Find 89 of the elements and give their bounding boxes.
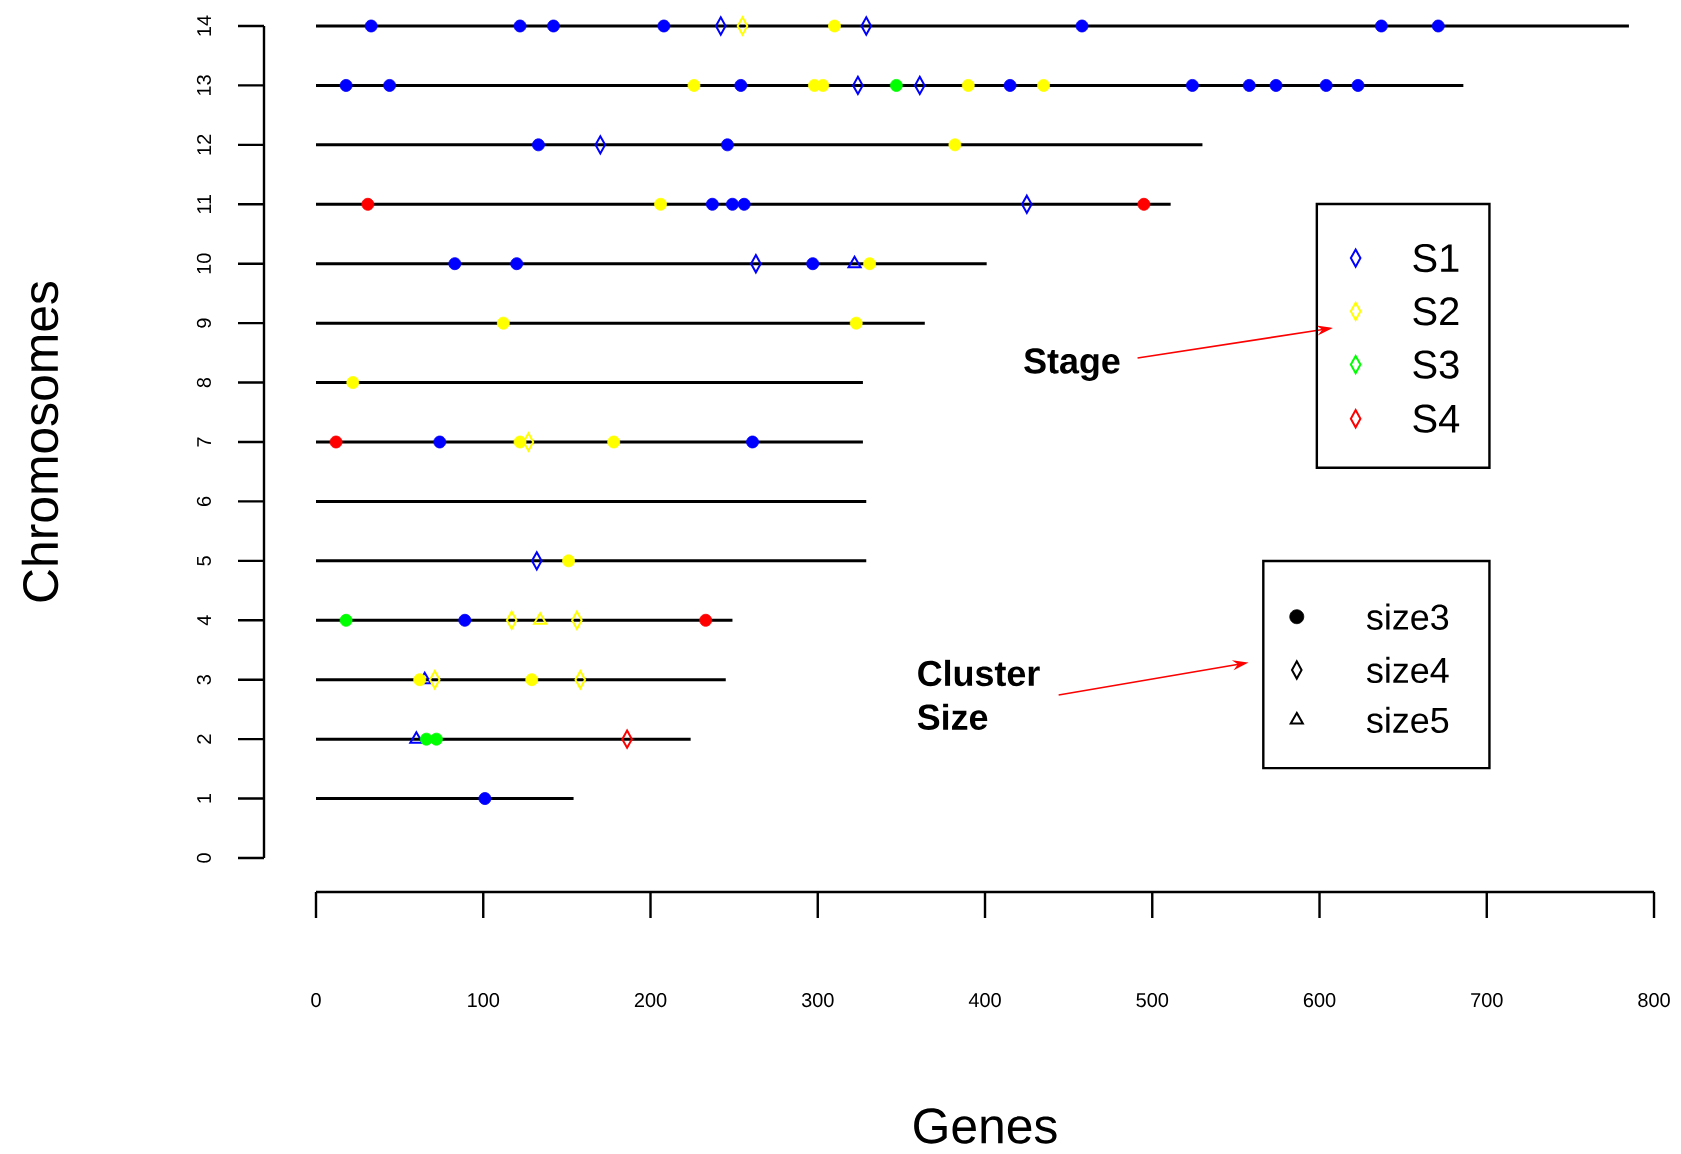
point: [1319, 79, 1333, 92]
point: [863, 257, 876, 271]
point: [346, 376, 360, 389]
point: [339, 79, 353, 92]
point: [361, 197, 375, 211]
point: [547, 19, 560, 33]
annotation: Cluster Size: [917, 659, 1040, 730]
point: [1075, 19, 1089, 33]
point: [562, 554, 575, 568]
legend-label: S1: [1413, 244, 1459, 273]
point: [1431, 19, 1445, 33]
point: [687, 79, 701, 92]
point: [1269, 79, 1283, 92]
point: [849, 316, 863, 330]
point: [329, 435, 343, 449]
point: [413, 673, 427, 687]
x-tick-label: 300: [801, 993, 834, 1008]
point: [448, 257, 462, 271]
point: [889, 79, 903, 92]
x-tick-label: 100: [468, 993, 500, 1008]
point: [533, 612, 548, 625]
point: [419, 732, 433, 746]
point: [657, 19, 671, 33]
point: [961, 79, 975, 92]
point: [607, 435, 621, 449]
annotation: size4: [1366, 656, 1449, 684]
point: [948, 138, 962, 152]
y-tick-label: 4: [197, 615, 211, 626]
x-tick-label: 500: [1136, 993, 1169, 1008]
y-tick-label: 13: [196, 75, 211, 95]
x-tick-label: 800: [1638, 993, 1670, 1008]
point: [1186, 79, 1199, 92]
point: [1351, 79, 1365, 92]
point: [364, 19, 378, 33]
point: [1375, 19, 1388, 33]
annotation: size3: [1366, 603, 1449, 630]
legend-label: S4: [1413, 404, 1460, 433]
point: [433, 435, 447, 449]
point: [510, 257, 524, 271]
y-tick-label: 8: [196, 377, 211, 388]
y-tick-label: 1: [197, 793, 211, 803]
y-tick-label: 7: [197, 437, 211, 447]
y-tick-label: 6: [196, 496, 211, 506]
point: [721, 138, 734, 152]
x-tick-label: 200: [634, 993, 667, 1008]
point: [1037, 79, 1050, 92]
point: [525, 673, 539, 687]
point: [513, 19, 527, 33]
annotation: S3: [1413, 350, 1459, 379]
y-tick-label: 2: [197, 734, 211, 744]
point: [383, 79, 396, 92]
point: [816, 79, 830, 92]
x-tick-label: 400: [968, 993, 1001, 1008]
legend-label: S2: [1413, 297, 1459, 326]
annotation: Stage: [1024, 348, 1120, 381]
point: [828, 19, 841, 33]
point: [1242, 79, 1256, 92]
point: [734, 79, 748, 92]
point: [699, 613, 713, 627]
y-tick-label: 12: [197, 134, 211, 155]
point: [847, 255, 862, 269]
point: [654, 197, 667, 211]
point: [726, 197, 739, 211]
point: [430, 732, 443, 746]
point: [532, 138, 545, 152]
y-tick-label: 14: [197, 15, 211, 36]
point: [737, 197, 751, 211]
point: [339, 613, 353, 627]
point: [496, 316, 510, 330]
point: [1137, 197, 1151, 211]
y-tick-label: 11: [197, 194, 211, 214]
x-axis-title: Genes: [914, 1108, 1057, 1144]
point: [705, 197, 719, 211]
y-tick-label: 3: [196, 675, 211, 685]
x-tick-label: 600: [1303, 993, 1336, 1008]
x-tick-label: 0: [311, 993, 321, 1008]
annotation: size5: [1366, 706, 1449, 734]
y-tick-label: 0: [196, 853, 211, 863]
y-tick-label: 10: [196, 253, 211, 274]
point: [1003, 79, 1017, 92]
point: [746, 435, 759, 449]
y-axis-title: Chromosomes: [21, 281, 59, 602]
y-tick-label: 5: [197, 556, 211, 566]
y-tick-label: 9: [196, 318, 211, 328]
point: [478, 792, 492, 805]
point: [409, 731, 424, 744]
x-tick-label: 700: [1471, 993, 1503, 1008]
point: [806, 257, 820, 271]
point: [458, 613, 472, 627]
